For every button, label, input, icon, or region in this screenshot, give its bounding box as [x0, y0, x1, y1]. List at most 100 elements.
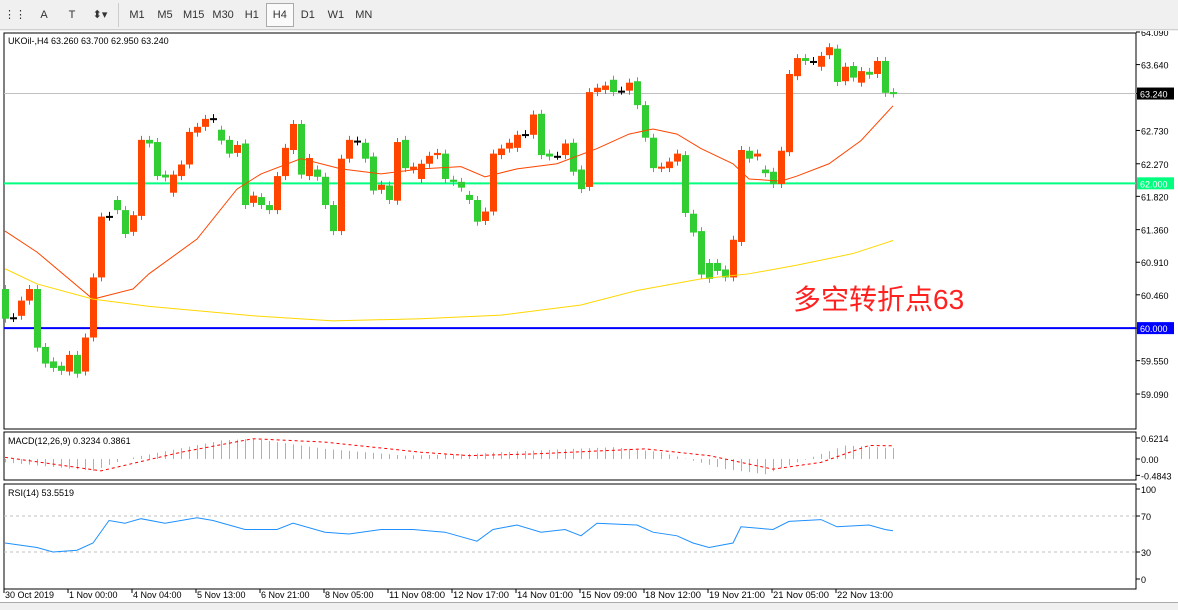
candle — [178, 164, 185, 177]
candle — [890, 92, 897, 95]
y-tick-label: 61.360 — [1141, 226, 1169, 236]
candle — [314, 169, 321, 177]
candle — [490, 153, 497, 212]
candle — [2, 289, 9, 319]
candle — [402, 139, 409, 169]
candle — [650, 137, 657, 169]
candle — [194, 126, 201, 133]
candle — [370, 156, 377, 191]
timeframe-m1[interactable]: M1 — [129, 8, 145, 21]
candle — [130, 215, 137, 232]
candle — [546, 153, 553, 157]
candle — [602, 85, 609, 90]
candle — [354, 140, 361, 143]
price-label-bg — [1137, 177, 1174, 190]
candle — [858, 71, 865, 83]
candle — [274, 176, 281, 211]
candle — [610, 79, 617, 93]
macd-title: MACD(12,26,9) 0.3234 0.3861 — [8, 436, 131, 446]
x-tick-label: 14 Nov 01:00 — [517, 590, 573, 600]
candle — [514, 134, 521, 148]
candle — [138, 139, 145, 216]
candle — [698, 231, 705, 275]
macd-pane — [3, 431, 1137, 481]
x-tick-label: 30 Oct 2019 — [5, 590, 54, 600]
candle — [18, 300, 25, 316]
candle — [226, 139, 233, 154]
price-label-current: 63.240 — [1140, 90, 1168, 100]
timeframe-h1[interactable]: H1 — [244, 8, 259, 21]
y-tick-label: 62.270 — [1141, 160, 1169, 170]
candle — [266, 205, 273, 211]
timeframe-m15[interactable]: M15 — [183, 8, 205, 21]
candle — [378, 184, 385, 190]
x-tick-label: 12 Nov 17:00 — [453, 590, 509, 600]
candle — [338, 158, 345, 232]
chart-toolbar: ⋮⋮ A T ⬍▾ M1 M5 M15 M30 H1 H4 D1 W1 MN — [0, 0, 1178, 30]
chart-header: UKOil-,H4 63.260 63.700 62.950 63.240 — [8, 36, 169, 46]
x-tick-label: 19 Nov 21:00 — [709, 590, 765, 600]
candle — [882, 60, 889, 93]
y-tick-label: 62.730 — [1141, 126, 1169, 136]
candle — [498, 148, 505, 156]
timeframe-d1[interactable]: D1 — [300, 8, 315, 21]
chart-tabs-bar[interactable] — [0, 602, 1178, 610]
timeframe-m30[interactable]: M30 — [212, 8, 234, 21]
candle — [250, 195, 257, 203]
candle — [330, 205, 337, 232]
text-label-icon[interactable]: T — [68, 8, 76, 21]
candle — [674, 153, 681, 162]
candle — [482, 211, 489, 221]
candle — [162, 174, 169, 178]
x-tick-label: 6 Nov 21:00 — [261, 590, 310, 600]
rsi-line — [4, 517, 894, 553]
candle — [466, 194, 473, 200]
candle — [778, 150, 785, 185]
candle — [578, 169, 585, 190]
candle — [714, 262, 721, 271]
x-tick-label: 22 Nov 13:00 — [837, 590, 893, 600]
candle — [842, 66, 849, 82]
x-tick-label: 15 Nov 09:00 — [581, 590, 637, 600]
timeframe-h4[interactable]: H4 — [265, 2, 294, 27]
x-tick-label: 4 Nov 04:00 — [133, 590, 182, 600]
timeframe-w1[interactable]: W1 — [327, 8, 345, 21]
rsi-pane — [3, 483, 1137, 590]
candle — [74, 354, 81, 374]
candle — [442, 153, 449, 179]
candle — [810, 60, 817, 63]
timeframe-mn[interactable]: MN — [355, 8, 373, 21]
candle — [738, 150, 745, 242]
text-tool-icon[interactable]: A — [40, 8, 48, 21]
main-pane — [3, 32, 1137, 430]
candle — [122, 210, 129, 234]
candle — [450, 179, 457, 182]
y-tick-label: 60.460 — [1141, 291, 1169, 301]
candle — [306, 157, 313, 177]
candle — [874, 60, 881, 74]
candle — [850, 66, 857, 78]
candle — [58, 365, 65, 371]
y-tick-label: 63.640 — [1141, 61, 1169, 71]
candle — [594, 87, 601, 93]
candle — [722, 269, 729, 278]
candle — [202, 118, 209, 127]
candle — [234, 144, 241, 153]
y-tick-label: 59.090 — [1141, 390, 1169, 400]
candle — [690, 213, 697, 233]
chart-canvas[interactable]: 64.090 63.640 62.730 62.270 61.820 61.360 60.9… — [0, 28, 1178, 602]
candle — [474, 199, 481, 222]
candle — [418, 163, 425, 179]
candle — [706, 262, 713, 279]
arrows-tool-icon[interactable]: ⬍▾ — [92, 9, 108, 21]
candle — [786, 73, 793, 153]
candle — [794, 58, 801, 77]
candle — [826, 47, 833, 56]
candle — [50, 361, 57, 368]
candle — [434, 152, 441, 156]
candle — [90, 277, 97, 338]
chart-window[interactable]: 64.090 63.640 62.730 62.270 61.820 61.360 60.9… — [0, 28, 1178, 602]
timeframe-m5[interactable]: M5 — [157, 8, 173, 21]
period-separator-icon[interactable]: ⋮⋮ — [4, 9, 26, 21]
candle — [82, 337, 89, 372]
